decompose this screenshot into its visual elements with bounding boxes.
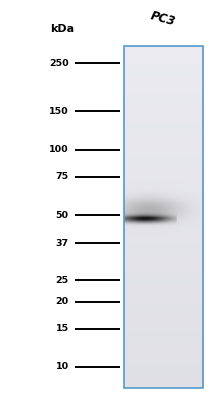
- Text: 20: 20: [56, 297, 69, 306]
- Text: 150: 150: [49, 107, 69, 116]
- Text: 100: 100: [49, 145, 69, 154]
- Text: 75: 75: [56, 172, 69, 181]
- Text: PC3: PC3: [149, 9, 177, 28]
- Text: 37: 37: [56, 239, 69, 248]
- Text: 25: 25: [56, 276, 69, 285]
- Text: 50: 50: [56, 210, 69, 220]
- Text: kDa: kDa: [50, 24, 74, 34]
- Text: 250: 250: [49, 59, 69, 68]
- Text: 10: 10: [56, 362, 69, 372]
- Text: 15: 15: [56, 324, 69, 333]
